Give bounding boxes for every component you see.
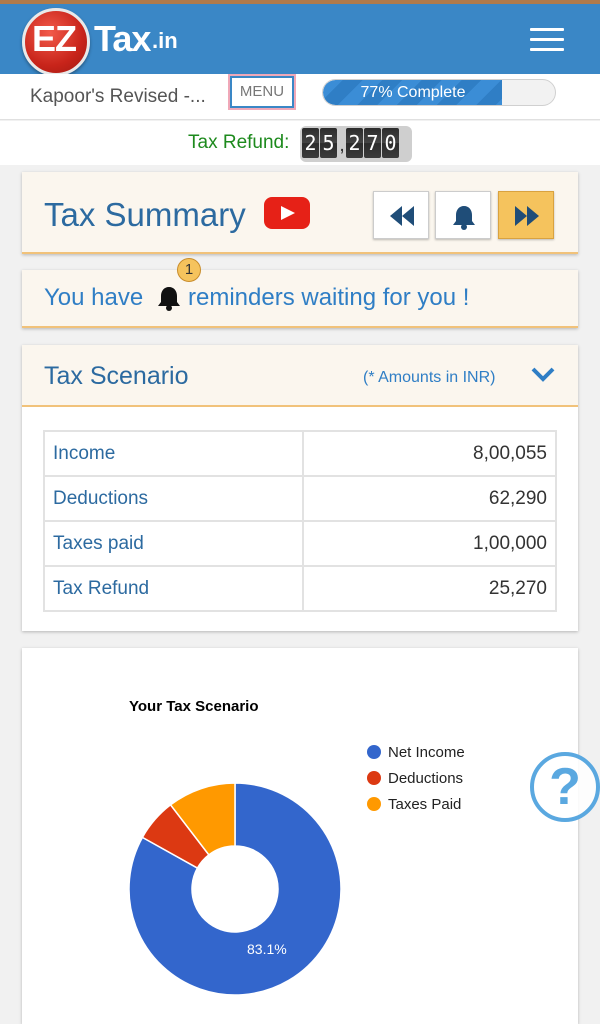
hamburger-menu-icon[interactable] xyxy=(530,28,564,52)
table-row: Deductions 62,290 xyxy=(43,475,557,522)
legend-entry[interactable]: Deductions xyxy=(367,765,465,791)
legend-swatch xyxy=(367,745,381,759)
legend-label: Deductions xyxy=(388,769,464,787)
legend-entry[interactable]: Taxes Paid xyxy=(367,791,465,817)
tax-scenario-title: Tax Scenario xyxy=(44,362,189,390)
table-row: Tax Refund 25,270 xyxy=(43,565,557,612)
row-label: Taxes paid xyxy=(43,520,304,567)
page-title: Tax Summary xyxy=(44,196,246,233)
table-row: Income 8,00,055 xyxy=(43,430,557,477)
menu-button[interactable]: MENU xyxy=(230,76,294,108)
refund-digit: 5 xyxy=(320,128,337,158)
row-value: 25,270 xyxy=(302,565,557,612)
refund-digit: 0 xyxy=(382,128,399,158)
row-value: 1,00,000 xyxy=(302,520,557,567)
legend-label: Taxes Paid xyxy=(388,795,462,813)
reminder-count-badge: 1 xyxy=(177,258,201,282)
youtube-video-icon[interactable] xyxy=(264,197,310,229)
legend-label: Net Income xyxy=(388,743,465,761)
legend-swatch xyxy=(367,797,381,811)
fast-forward-icon xyxy=(515,206,539,226)
legend-swatch xyxy=(367,771,381,785)
refund-digit: 2 xyxy=(346,128,363,158)
logo-domain-text: .in xyxy=(152,28,178,53)
net-income-percent-label: 83.1% xyxy=(247,941,287,957)
app-header xyxy=(0,4,600,74)
donut-slice-taxes-paid[interactable] xyxy=(169,782,236,856)
reminder-card[interactable] xyxy=(22,270,578,328)
reminder-text-start: You have xyxy=(44,284,144,311)
logo-tax-text: Tax xyxy=(94,18,151,59)
row-value: 62,290 xyxy=(302,475,557,522)
previous-page-button[interactable] xyxy=(373,191,429,239)
tax-scenario-table: Income 8,00,055 Deductions 62,290 Taxes pa… xyxy=(43,430,557,612)
donut-chart xyxy=(128,782,342,996)
chart-legend: Net Income Deductions Taxes Paid xyxy=(367,739,465,817)
chevron-down-icon[interactable] xyxy=(530,366,556,384)
reminders-button[interactable] xyxy=(435,191,491,239)
top-strip xyxy=(0,0,600,4)
refund-digit: 2 xyxy=(302,128,319,158)
logo-ez-text: EZ xyxy=(32,18,77,59)
reminder-bell-icon xyxy=(158,287,180,311)
return-filename[interactable]: Kapoor's Revised -... xyxy=(30,86,206,107)
chart-title: Your Tax Scenario xyxy=(129,698,259,715)
row-label: Deductions xyxy=(43,475,304,522)
table-row: Taxes paid 1,00,000 xyxy=(43,520,557,567)
tax-scenario-header[interactable] xyxy=(22,345,578,407)
amount-currency-note: (* Amounts in INR) xyxy=(363,369,496,386)
next-page-button[interactable] xyxy=(498,191,554,239)
reminder-text-end[interactable]: reminders waiting for you ! xyxy=(188,284,470,311)
progress-bar: 77% Complete xyxy=(322,79,556,106)
refund-digit: 7 xyxy=(364,128,381,158)
help-icon[interactable]: ? xyxy=(530,752,600,822)
legend-entry[interactable]: Net Income xyxy=(367,739,465,765)
rewind-icon xyxy=(390,206,414,226)
row-label: Income xyxy=(43,430,304,477)
bell-icon xyxy=(453,206,475,230)
progress-label: 77% Complete xyxy=(360,84,466,101)
tax-refund-label: Tax Refund: xyxy=(188,132,290,153)
donut-slice-net-income[interactable] xyxy=(128,782,342,996)
refund-comma: , xyxy=(339,134,345,156)
progress-fill xyxy=(323,80,502,105)
row-value: 8,00,055 xyxy=(302,430,557,477)
row-label: Tax Refund xyxy=(43,565,304,612)
